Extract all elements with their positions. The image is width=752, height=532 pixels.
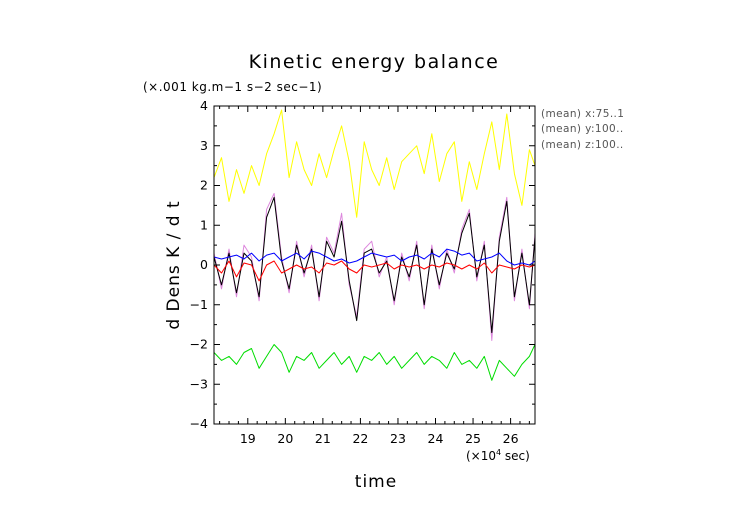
y-tick-label: 4 bbox=[200, 98, 208, 113]
legend-entry: (mean) z:100.. bbox=[541, 139, 624, 151]
legend-entry: (mean) y:100.. bbox=[541, 123, 624, 135]
y-tick-label: −3 bbox=[190, 376, 208, 391]
x-tick-label: 26 bbox=[503, 431, 519, 446]
chart-subtitle: (×.001 kg.m−1 s−2 sec−1) bbox=[143, 80, 322, 94]
y-tick-label: 2 bbox=[200, 178, 208, 193]
series-line-1 bbox=[213, 192, 536, 341]
y-axis-label: d Dens K / d t bbox=[164, 200, 184, 329]
x-axis-unit: (×104 sec) bbox=[466, 448, 530, 463]
y-tick-label: 0 bbox=[200, 257, 208, 272]
series-line-3 bbox=[213, 248, 536, 266]
x-tick-label: 20 bbox=[277, 431, 293, 446]
x-tick-label: 22 bbox=[352, 431, 368, 446]
y-tick-label: −2 bbox=[190, 337, 208, 352]
series-line-0 bbox=[213, 109, 536, 218]
x-tick-label: 24 bbox=[428, 431, 444, 446]
x-axis-label: time bbox=[355, 472, 397, 492]
y-tick-label: 3 bbox=[200, 138, 208, 153]
chart-title: Kinetic energy balance bbox=[249, 51, 500, 73]
series-line-5 bbox=[213, 344, 536, 381]
x-tick-label: 23 bbox=[390, 431, 406, 446]
x-tick-label: 19 bbox=[240, 431, 256, 446]
x-unit-prefix: (×10 bbox=[466, 449, 496, 463]
x-tick-label: 21 bbox=[315, 431, 331, 446]
x-tick-label: 25 bbox=[465, 431, 481, 446]
legend: (mean) x:75..1 (mean) y:100.. (mean) z:1… bbox=[541, 108, 624, 151]
y-axis: −4 −3 −2 −1 0 1 2 3 4 bbox=[190, 98, 535, 431]
y-tick-label: 1 bbox=[200, 217, 208, 232]
x-axis: 19 20 21 22 23 24 25 26 bbox=[219, 106, 530, 446]
legend-entry: (mean) x:75..1 bbox=[541, 108, 624, 120]
x-unit-exponent: 4 bbox=[496, 448, 501, 457]
y-tick-label: −4 bbox=[190, 416, 208, 431]
y-tick-label: −1 bbox=[190, 297, 208, 312]
x-unit-suffix: sec) bbox=[501, 449, 530, 463]
series-line-2 bbox=[213, 196, 536, 334]
series-line-4 bbox=[213, 260, 536, 282]
series-layer bbox=[213, 109, 536, 381]
